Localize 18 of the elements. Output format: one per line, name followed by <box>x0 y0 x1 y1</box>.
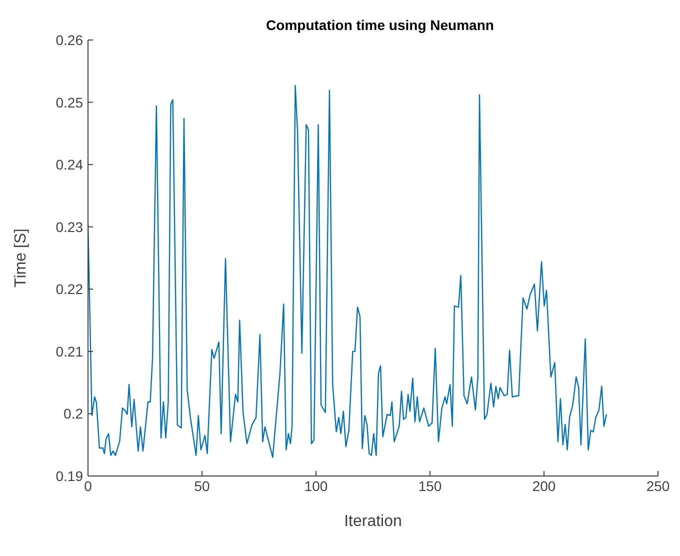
y-axis-title: Time [S] <box>12 228 30 288</box>
y-tick-label: 0.24 <box>56 156 84 173</box>
y-tick-label: 0.26 <box>56 32 84 48</box>
x-tick-label: 0 <box>84 478 92 494</box>
y-tick-label: 0.21 <box>56 343 84 360</box>
line-series <box>88 84 608 458</box>
x-axis-title: Iteration <box>344 513 402 530</box>
y-tick-label: 0.2 <box>64 406 84 422</box>
y-tick-label: 0.22 <box>56 281 84 298</box>
x-tick-label: 200 <box>532 478 556 494</box>
x-tick-label: 250 <box>646 478 670 494</box>
x-tick-label: 50 <box>194 478 210 494</box>
x-tick-label: 100 <box>304 478 328 494</box>
x-tick-label: 150 <box>418 478 442 494</box>
y-tick-label: 0.19 <box>56 468 84 484</box>
y-tick-label: 0.25 <box>56 94 84 110</box>
chart-title: Computation time using Neumann <box>266 17 494 33</box>
y-tick-label: 0.23 <box>56 218 84 235</box>
